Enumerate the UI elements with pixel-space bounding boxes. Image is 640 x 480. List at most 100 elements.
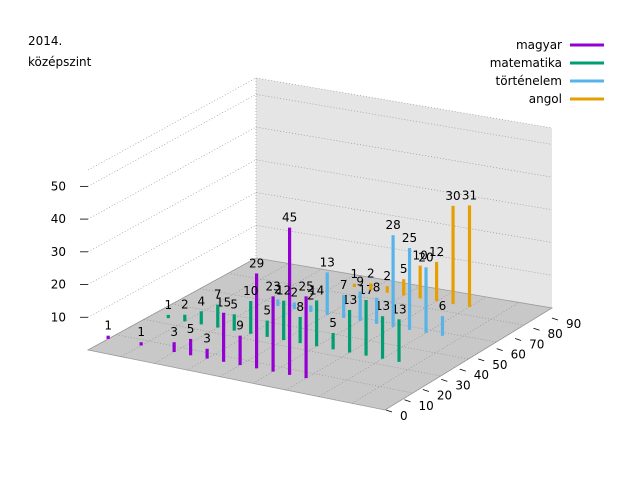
data-label: 1 (164, 298, 172, 312)
data-label: 8 (373, 281, 381, 295)
data-label: 15 (216, 296, 231, 310)
legend-label: történelem (496, 74, 562, 88)
z-tick-label: 10 (51, 310, 66, 324)
x-tick-label: 0 (400, 409, 408, 423)
title-line-1: 2014. (28, 34, 62, 48)
data-label: 29 (249, 256, 264, 270)
x-tick (441, 378, 448, 382)
bar (347, 309, 352, 353)
data-label: 28 (385, 218, 400, 232)
z-tick-label: 40 (51, 212, 66, 226)
x-tick (514, 338, 522, 341)
floor-gridline (186, 274, 355, 371)
z-tick-label: 50 (51, 179, 66, 193)
bar (304, 296, 308, 379)
x-tick-label: 20 (437, 389, 452, 403)
x-tick (404, 399, 411, 403)
data-label: 6 (439, 299, 447, 313)
data-label: 1 (137, 325, 145, 339)
bar (271, 296, 275, 372)
data-label: 13 (320, 255, 335, 269)
data-label: 2 (383, 269, 391, 283)
bar (166, 314, 170, 319)
bar (424, 267, 428, 333)
bar (352, 283, 356, 288)
bar (189, 338, 193, 356)
data-label: 45 (282, 211, 297, 225)
z-gridline (87, 224, 553, 318)
data-label: 9 (356, 274, 364, 288)
title-line-2: középszint (28, 55, 92, 69)
bar (402, 279, 406, 296)
bar (199, 311, 203, 325)
data-label: 23 (265, 279, 280, 293)
bar (249, 301, 253, 334)
floor-gridline (153, 268, 322, 364)
data-label: 5 (263, 304, 271, 318)
bar (407, 248, 412, 330)
data-label: 20 (418, 250, 433, 264)
z-gridline (87, 192, 553, 285)
bar (467, 205, 472, 307)
bar (183, 314, 187, 322)
data-label: 13 (342, 293, 357, 307)
data-label: 2 (181, 298, 189, 312)
legend-label: angol (529, 92, 562, 106)
data-label: 2 (307, 288, 315, 302)
data-label: 25 (298, 279, 313, 293)
data-label: 14 (309, 283, 324, 297)
data-label: 5 (187, 322, 195, 336)
bar (375, 297, 379, 324)
floor-gridline (219, 279, 388, 377)
z-top-line (87, 77, 553, 171)
bar (292, 302, 296, 309)
bar (139, 342, 143, 346)
data-label: 12 (276, 284, 291, 298)
data-label: 31 (462, 188, 477, 202)
bar (325, 272, 329, 315)
bar (435, 261, 439, 302)
z-gridline (87, 94, 553, 187)
x-tick-label: 40 (474, 368, 489, 382)
x-tick-label: 90 (566, 317, 581, 331)
bar (265, 320, 269, 337)
z-tick-label: 20 (51, 278, 66, 292)
data-label: 2 (290, 285, 298, 299)
bar (232, 314, 236, 331)
bar (440, 316, 445, 336)
bar (418, 265, 422, 299)
data-label: 9 (236, 319, 244, 333)
z-gridline (87, 126, 553, 220)
data-label: 3 (170, 325, 178, 339)
x-tick-label: 70 (529, 337, 544, 351)
bar (238, 335, 242, 366)
bar (315, 300, 319, 347)
bar (276, 299, 280, 307)
x-tick (422, 389, 430, 392)
bar (216, 304, 220, 328)
bar (309, 305, 313, 312)
bar (364, 299, 368, 356)
data-label: 2 (274, 282, 282, 296)
x-tick-label: 30 (455, 378, 470, 392)
bar (205, 348, 209, 359)
x-tick (478, 358, 485, 362)
bar (380, 316, 385, 359)
bar (451, 205, 455, 305)
data-label: 7 (214, 288, 222, 302)
bar (391, 235, 395, 327)
data-label: 4 (197, 294, 205, 308)
data-label: 30 (445, 189, 460, 203)
bar (222, 312, 226, 362)
x-tick-label: 60 (511, 348, 526, 362)
bar (331, 333, 335, 350)
data-label: 3 (203, 332, 211, 346)
data-label: 8 (296, 300, 304, 314)
floor-gridline (171, 303, 469, 360)
